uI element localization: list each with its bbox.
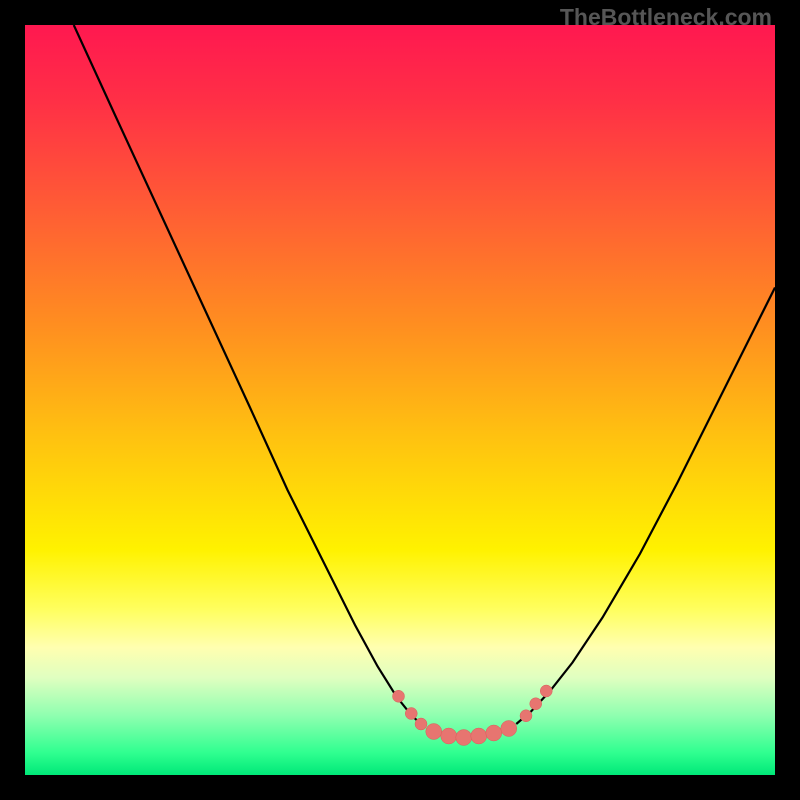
- data-marker: [486, 725, 502, 741]
- chart-frame: TheBottleneck.com: [0, 0, 800, 800]
- plot-area: [25, 25, 775, 775]
- marker-group: [393, 685, 553, 746]
- data-marker: [530, 698, 542, 710]
- data-marker: [405, 708, 417, 720]
- data-marker: [520, 710, 532, 722]
- data-marker: [415, 718, 427, 730]
- data-marker: [441, 728, 457, 744]
- data-marker: [540, 685, 552, 697]
- curve-layer: [25, 25, 775, 775]
- data-marker: [426, 724, 442, 740]
- curve-left: [74, 25, 423, 726]
- data-marker: [456, 730, 472, 746]
- data-marker: [471, 728, 487, 744]
- curve-right: [516, 288, 775, 725]
- watermark-text: TheBottleneck.com: [560, 4, 772, 31]
- data-marker: [393, 690, 405, 702]
- data-marker: [501, 721, 517, 737]
